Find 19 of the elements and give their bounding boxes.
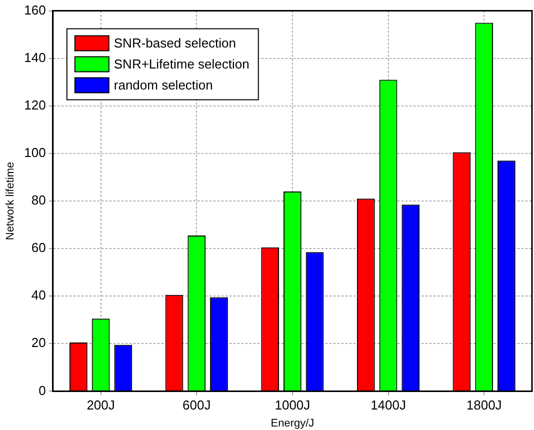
y-tick-label: 120 <box>24 97 46 112</box>
y-tick-label: 80 <box>31 192 46 208</box>
legend-label: SNR+Lifetime selection <box>114 56 250 72</box>
y-tick-label: 60 <box>31 240 46 256</box>
x-tick-label: 1800J <box>466 398 502 413</box>
legend-label: SNR-based selection <box>114 35 236 50</box>
y-tick-label: 0 <box>38 382 46 398</box>
x-tick-label: 200J <box>86 398 115 413</box>
legend-label: random selection <box>114 77 213 92</box>
y-axis-title: Network lifetime <box>4 162 17 240</box>
x-tick-label: 1000J <box>274 398 310 413</box>
x-axis-title: Energy/J <box>270 417 314 430</box>
y-tick-label: 160 <box>24 2 46 18</box>
y-tick-label: 40 <box>31 288 46 303</box>
y-tick-label: 100 <box>24 145 46 160</box>
x-tick-label: 1400J <box>370 398 406 413</box>
x-tick-label: 600J <box>182 398 211 413</box>
y-tick-label: 20 <box>31 335 46 350</box>
y-tick-label: 140 <box>24 50 46 65</box>
